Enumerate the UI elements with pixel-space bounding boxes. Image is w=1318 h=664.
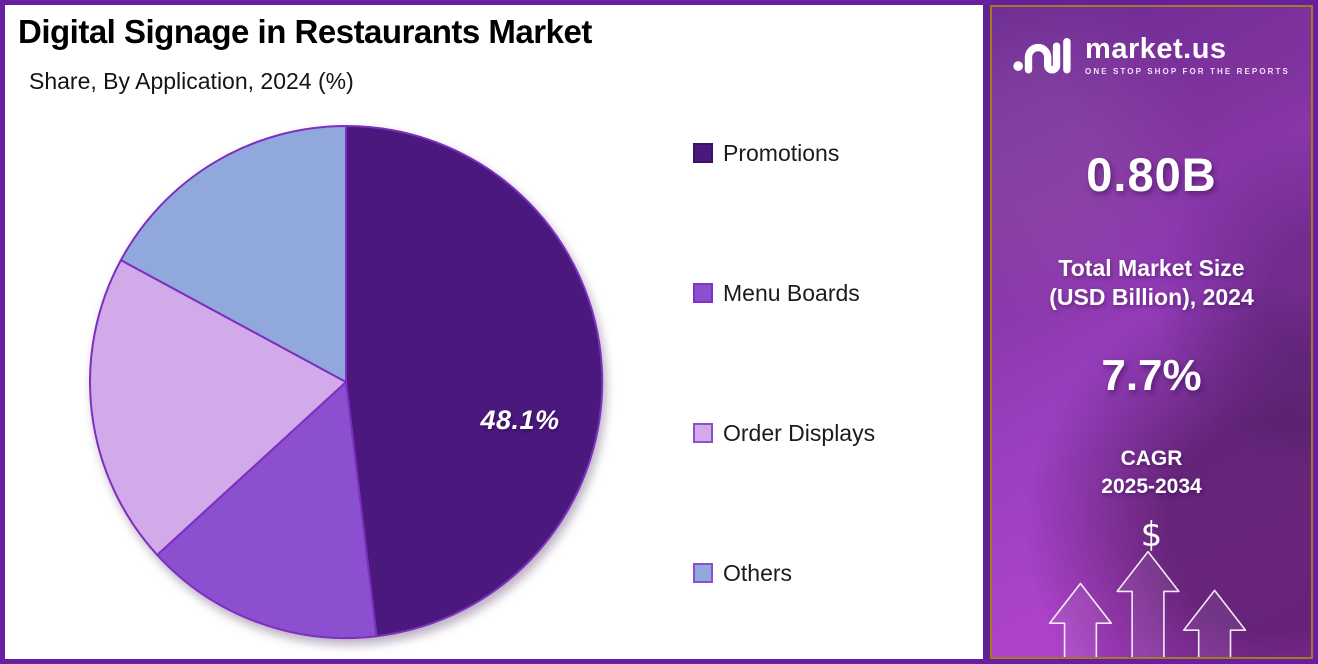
- brand-sidebar: market.us ONE STOP SHOP FOR THE REPORTS …: [983, 5, 1313, 659]
- pie-slice-order-displays: [89, 259, 347, 556]
- pie-slice-others: [119, 125, 347, 383]
- market-size-label-line2: (USD Billion), 2024: [1049, 284, 1254, 310]
- cagr-label: CAGR 2025-2034: [992, 445, 1311, 501]
- cagr-value: 7.7%: [1101, 351, 1202, 400]
- brand-name: market.us: [1085, 33, 1227, 65]
- legend-label-promotions: Promotions: [723, 139, 840, 166]
- legend-swatch-promotions: [693, 143, 713, 163]
- legend-label-others: Others: [723, 559, 793, 586]
- pie-slice-promotions: [345, 125, 604, 638]
- marketus-logo-icon: [1013, 38, 1071, 74]
- legend-item-menu-boards: Menu Boards: [693, 280, 875, 306]
- brand-text: market.us ONE STOP SHOP FOR THE REPORTS: [1085, 34, 1290, 76]
- legend-swatch-order-displays: [693, 423, 713, 443]
- pie-data-label: 48.1%: [480, 405, 560, 435]
- cagr-label-line2: 2025-2034: [1101, 475, 1202, 498]
- cagr-label-line1: CAGR: [1120, 447, 1183, 470]
- dollar-icon: $: [1140, 515, 1163, 555]
- legend-swatch-menu-boards: [693, 283, 713, 303]
- brand-sidebar-panel: market.us ONE STOP SHOP FOR THE REPORTS …: [990, 5, 1313, 659]
- market-size-value: 0.80B: [1086, 148, 1217, 201]
- brand-tagline: ONE STOP SHOP FOR THE REPORTS: [1085, 67, 1290, 76]
- legend-item-order-displays: Order Displays: [693, 420, 875, 446]
- legend-item-promotions: Promotions: [693, 140, 875, 166]
- brand-logo: market.us ONE STOP SHOP FOR THE REPORTS: [992, 29, 1311, 81]
- chart-area: Digital Signage in Restaurants Market Sh…: [5, 5, 983, 659]
- market-size-label: Total Market Size (USD Billion), 2024: [992, 254, 1311, 312]
- legend-label-order-displays: Order Displays: [723, 419, 876, 446]
- chart-legend: Promotions Menu Boards Order Displays Other…: [693, 140, 875, 586]
- page-title: Digital Signage in Restaurants Market: [18, 13, 592, 50]
- growth-arrows-icon: [1048, 550, 1247, 657]
- legend-item-others: Others: [693, 560, 875, 586]
- market-size-label-line1: Total Market Size: [1058, 255, 1245, 281]
- pie-chart: [89, 125, 604, 639]
- legend-swatch-others: [693, 563, 713, 583]
- pie-slice-menu-boards: [156, 381, 378, 639]
- logo-dot: [1013, 61, 1023, 71]
- chart-subtitle: Share, By Application, 2024 (%): [29, 68, 354, 94]
- legend-label-menu-boards: Menu Boards: [723, 279, 860, 306]
